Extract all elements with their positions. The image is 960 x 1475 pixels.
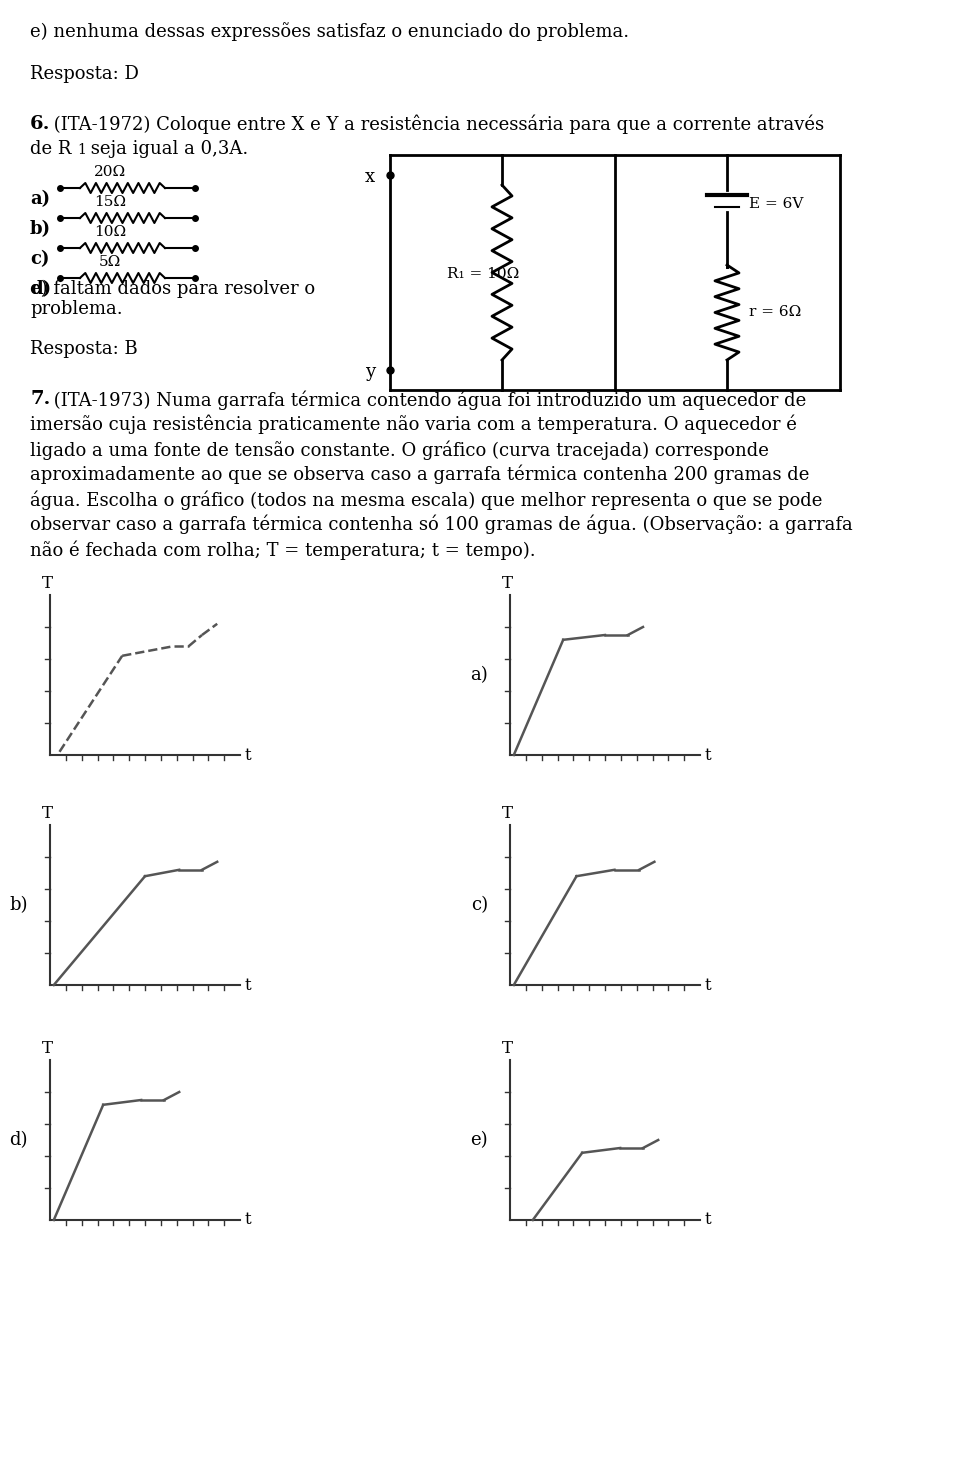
Text: T: T — [41, 575, 53, 591]
Text: imersão cuja resistência praticamente não varia com a temperatura. O aquecedor é: imersão cuja resistência praticamente nã… — [30, 414, 797, 435]
Text: T: T — [41, 1040, 53, 1058]
Text: r = 6Ω: r = 6Ω — [749, 305, 802, 319]
Text: R₁ = 10Ω: R₁ = 10Ω — [447, 267, 519, 282]
Text: de R: de R — [30, 140, 71, 158]
Text: b): b) — [30, 220, 51, 237]
Text: aproximadamente ao que se observa caso a garrafa térmica contenha 200 gramas de: aproximadamente ao que se observa caso a… — [30, 465, 809, 484]
Text: seja igual a 0,3A.: seja igual a 0,3A. — [85, 140, 249, 158]
Text: 20Ω: 20Ω — [94, 165, 126, 178]
Text: e) nenhuma dessas expressões satisfaz o enunciado do problema.: e) nenhuma dessas expressões satisfaz o … — [30, 22, 629, 41]
Text: E = 6V: E = 6V — [749, 198, 804, 211]
Text: 5Ω: 5Ω — [99, 255, 121, 268]
Text: Resposta: B: Resposta: B — [30, 341, 137, 358]
Text: a): a) — [30, 190, 50, 208]
Text: e) faltam dados para resolver o: e) faltam dados para resolver o — [30, 280, 315, 298]
Text: d): d) — [10, 1131, 28, 1149]
Text: t: t — [245, 976, 252, 994]
Text: t: t — [245, 1211, 252, 1229]
Text: (ITA-1972) Coloque entre X e Y a resistência necessária para que a corrente atra: (ITA-1972) Coloque entre X e Y a resistê… — [48, 115, 824, 134]
Text: 7.: 7. — [30, 389, 50, 409]
Text: t: t — [245, 746, 252, 764]
Text: T: T — [501, 1040, 513, 1058]
Text: c): c) — [470, 895, 488, 914]
Text: c): c) — [30, 249, 50, 268]
Text: problema.: problema. — [30, 299, 123, 319]
Text: 10Ω: 10Ω — [94, 226, 126, 239]
Text: T: T — [41, 805, 53, 822]
Text: ligado a uma fonte de tensão constante. O gráfico (curva tracejada) corresponde: ligado a uma fonte de tensão constante. … — [30, 440, 769, 460]
Text: T: T — [501, 805, 513, 822]
Text: água. Escolha o gráfico (todos na mesma escala) que melhor representa o que se p: água. Escolha o gráfico (todos na mesma … — [30, 490, 823, 509]
Text: t: t — [705, 976, 711, 994]
Text: 1: 1 — [77, 143, 85, 156]
Text: 6.: 6. — [30, 115, 51, 133]
Text: a): a) — [470, 667, 488, 684]
Text: 15Ω: 15Ω — [94, 195, 126, 209]
Text: T: T — [501, 575, 513, 591]
Text: t: t — [705, 746, 711, 764]
Text: b): b) — [10, 895, 28, 914]
Text: não é fechada com rolha; T = temperatura; t = tempo).: não é fechada com rolha; T = temperatura… — [30, 540, 536, 559]
Text: (ITA-1973) Numa garrafa térmica contendo água foi introduzido um aquecedor de: (ITA-1973) Numa garrafa térmica contendo… — [48, 389, 806, 410]
Text: y: y — [365, 363, 375, 381]
Text: x: x — [365, 168, 375, 186]
Text: e): e) — [470, 1131, 488, 1149]
Text: observar caso a garrafa térmica contenha só 100 gramas de água. (Observação: a g: observar caso a garrafa térmica contenha… — [30, 515, 852, 534]
Text: d): d) — [30, 280, 51, 298]
Text: Resposta: D: Resposta: D — [30, 65, 139, 83]
Text: t: t — [705, 1211, 711, 1229]
